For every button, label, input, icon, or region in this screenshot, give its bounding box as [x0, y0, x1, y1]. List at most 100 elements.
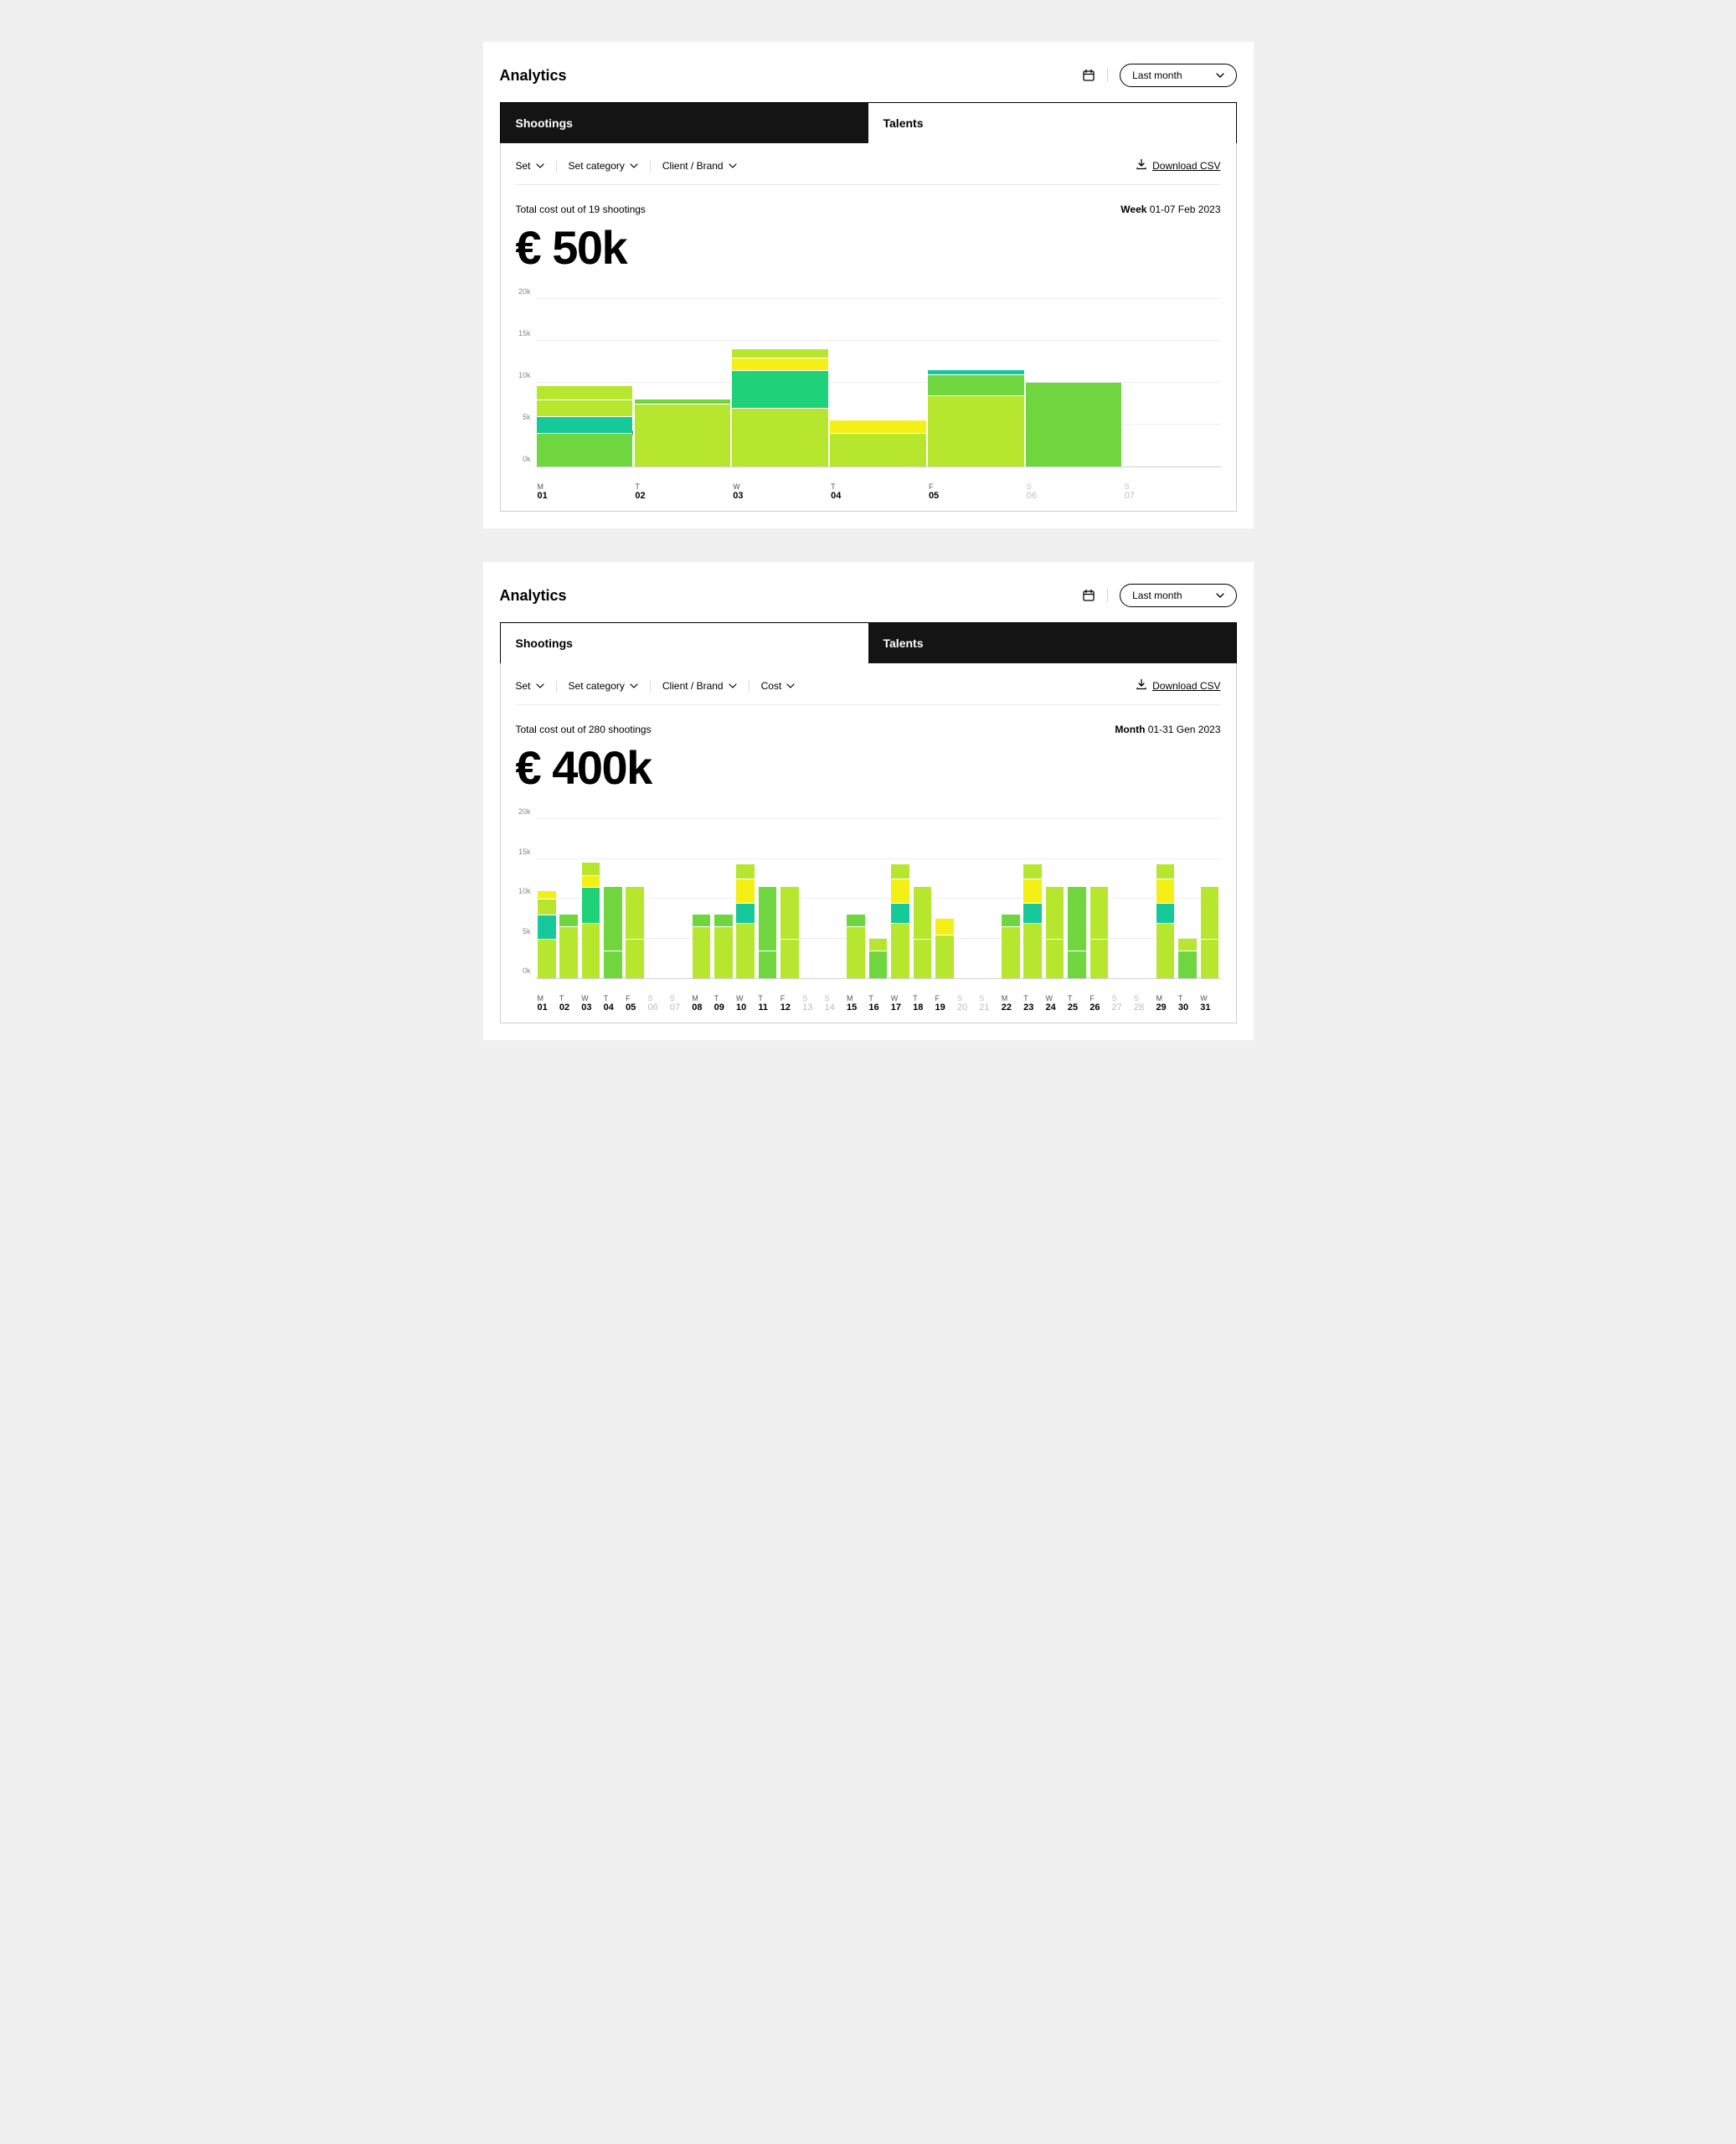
bar-slot: [580, 820, 601, 978]
x-tick-day: 10: [736, 1002, 756, 1013]
x-tick: T25: [1066, 994, 1088, 1013]
x-tick-day: 26: [1090, 1002, 1110, 1013]
bar-segment: [914, 939, 932, 979]
tab-talents[interactable]: Talents: [868, 103, 1236, 143]
bar-segment: [582, 923, 600, 979]
bar-segment: [1156, 879, 1175, 903]
tab-talents[interactable]: Talents: [868, 623, 1236, 663]
download-icon: [1136, 158, 1147, 173]
x-tick-day: 14: [825, 1002, 845, 1013]
x-tick: M01: [536, 482, 634, 501]
filter-set[interactable]: Set: [516, 160, 544, 172]
bar-segment: [538, 915, 556, 939]
bar-segment: [736, 903, 755, 923]
bar-slot: [690, 820, 712, 978]
calendar-icon[interactable]: [1082, 589, 1095, 602]
bar-segment: [891, 903, 909, 923]
bar-stack: [891, 864, 909, 978]
bar-segment: [538, 939, 556, 979]
bar-slot: [734, 820, 756, 978]
header-controls: Last month: [1082, 584, 1236, 607]
x-tick-day: 01: [538, 491, 634, 501]
bar-slot: [823, 820, 845, 978]
header-controls: Last month: [1082, 64, 1236, 87]
x-tick-dow: F: [780, 994, 801, 1002]
bar-segment: [1002, 915, 1020, 926]
y-tick-label: 10k: [518, 887, 531, 895]
chevron-down-icon: [1216, 591, 1224, 600]
y-tick-label: 15k: [518, 329, 531, 338]
x-tick-day: 18: [913, 1002, 933, 1013]
bars-row: [536, 820, 1221, 978]
x-tick: T23: [1022, 994, 1043, 1013]
y-tick-label: 0k: [523, 966, 531, 975]
x-tick-dow: S: [1027, 482, 1123, 491]
x-tick-day: 15: [847, 1002, 867, 1013]
tab-shootings[interactable]: Shootings: [501, 103, 868, 143]
period-dropdown-label: Last month: [1132, 590, 1182, 601]
bar-segment: [582, 863, 600, 874]
bar-slot: [731, 300, 829, 466]
bar-slot: [1110, 820, 1132, 978]
x-tick-day: 12: [780, 1002, 801, 1013]
x-tick-dow: T: [559, 994, 580, 1002]
x-tick-dow: T: [1023, 994, 1043, 1002]
period-dropdown[interactable]: Last month: [1120, 64, 1236, 87]
chevron-down-icon: [630, 682, 638, 690]
period-dropdown[interactable]: Last month: [1120, 584, 1236, 607]
bar-slot: [1025, 300, 1123, 466]
x-tick-dow: W: [736, 994, 756, 1002]
bar-slot: [927, 300, 1025, 466]
x-tick-day: 31: [1200, 1002, 1220, 1013]
bar-segment: [736, 879, 755, 903]
bar-segment: [1178, 939, 1197, 951]
x-tick: T16: [867, 994, 889, 1013]
bar-segment: [582, 887, 600, 923]
filter-category[interactable]: Set category: [569, 160, 638, 172]
bar-segment: [891, 879, 909, 903]
bar-stack: [626, 887, 644, 978]
summary-value: € 50k: [516, 220, 646, 275]
bar-stack: [914, 887, 932, 978]
download-csv-button[interactable]: Download CSV: [1136, 678, 1220, 693]
bar-segment: [935, 935, 954, 978]
bar-segment: [736, 864, 755, 879]
bar-slot: [801, 820, 822, 978]
chevron-down-icon: [729, 162, 737, 170]
x-tick: M15: [845, 994, 867, 1013]
x-tick-day: 04: [831, 491, 927, 501]
bar-slot: [713, 820, 734, 978]
filter-client[interactable]: Client / Brand: [662, 680, 737, 692]
bar-slot: [934, 820, 956, 978]
filter-set[interactable]: Set: [516, 680, 544, 692]
bar-segment: [780, 887, 799, 939]
tab-shootings[interactable]: Shootings: [501, 623, 868, 663]
x-tick-dow: M: [1156, 994, 1176, 1002]
filter-category[interactable]: Set category: [569, 680, 638, 692]
bar-segment: [759, 887, 777, 951]
filter-cost[interactable]: Cost: [761, 680, 796, 692]
bar-stack: [538, 891, 556, 979]
bar-segment: [714, 926, 733, 978]
filter-label: Set: [516, 160, 531, 172]
separator: [650, 160, 651, 172]
bar-segment: [1023, 903, 1042, 923]
x-tick-day: 25: [1068, 1002, 1088, 1013]
calendar-icon[interactable]: [1082, 69, 1095, 82]
bar-stack: [693, 915, 711, 978]
download-csv-button[interactable]: Download CSV: [1136, 158, 1220, 173]
filter-label: Set category: [569, 680, 625, 692]
filter-client[interactable]: Client / Brand: [662, 160, 737, 172]
bar-segment: [693, 926, 711, 978]
bar-segment: [1156, 864, 1175, 879]
bar-segment: [635, 404, 731, 466]
bar-segment: [732, 370, 828, 408]
bar-slot: [558, 820, 580, 978]
x-tick-day: 21: [979, 1002, 999, 1013]
x-tick-day: 16: [868, 1002, 889, 1013]
bar-segment: [582, 875, 600, 887]
panel-content: Set Set category Client / Brand Download…: [500, 143, 1237, 512]
y-axis: 0k5k10k15k20k: [516, 300, 536, 467]
filter-label: Set: [516, 680, 531, 692]
period-prefix: Month: [1115, 724, 1145, 735]
